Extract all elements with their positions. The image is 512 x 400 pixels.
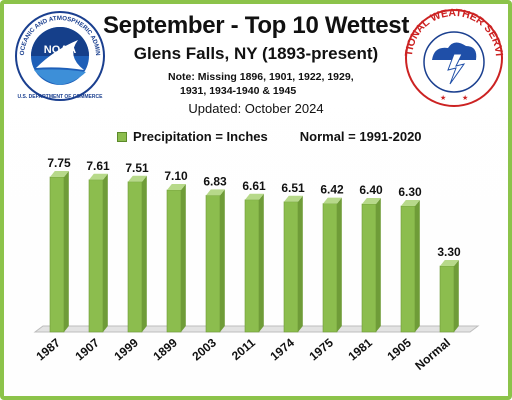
note-line-1: Note: Missing 1896, 1901, 1922, 1929, bbox=[168, 71, 354, 83]
bar-2011 bbox=[244, 193, 264, 333]
value-label-1899: 7.10 bbox=[164, 169, 188, 183]
svg-text:★: ★ bbox=[440, 94, 446, 102]
updated-date: Updated: October 2024 bbox=[188, 101, 324, 116]
bar-1905 bbox=[400, 200, 420, 333]
chart-title: September - Top 10 Wettest bbox=[102, 12, 410, 39]
legend-swatch bbox=[117, 131, 127, 142]
tick-label-2011: 2011 bbox=[229, 335, 258, 363]
legend-normal: Normal = 1991-2020 bbox=[299, 129, 422, 144]
bar-1907 bbox=[88, 173, 108, 333]
tick-label-1999: 1999 bbox=[111, 335, 141, 363]
note-line-2: 1931, 1934-1940 & 1945 bbox=[180, 85, 297, 97]
value-label-1987: 7.75 bbox=[47, 156, 71, 170]
noaa-logo: NATIONAL OCEANIC AND ATMOSPHERIC ADMINIS… bbox=[14, 10, 105, 101]
tick-label-1907: 1907 bbox=[72, 335, 102, 363]
bar-1981 bbox=[361, 198, 381, 333]
bar-1975 bbox=[322, 197, 342, 333]
tick-label-1899: 1899 bbox=[150, 335, 180, 363]
bar-1974 bbox=[283, 195, 303, 333]
chart-note: Note: Missing 1896, 1901, 1922, 1929, 19… bbox=[168, 70, 354, 98]
svg-text:U.S. DEPARTMENT OF COMMERCE: U.S. DEPARTMENT OF COMMERCE bbox=[18, 94, 104, 100]
value-label-1905: 6.30 bbox=[398, 185, 422, 199]
svg-text:NOAA: NOAA bbox=[44, 44, 76, 56]
value-label-1974: 6.51 bbox=[281, 181, 305, 195]
value-label-1975: 6.42 bbox=[320, 183, 344, 197]
legend-precipitation: Precipitation = Inches bbox=[133, 129, 268, 144]
value-label-2003: 6.83 bbox=[203, 174, 227, 188]
nws-logo: NATIONAL WEATHER SERVICE ★ ★ bbox=[404, 8, 504, 107]
svg-text:★: ★ bbox=[462, 94, 468, 102]
value-label-Normal: 3.30 bbox=[437, 245, 461, 259]
value-label-1981: 6.40 bbox=[359, 183, 383, 197]
tick-label-1975: 1975 bbox=[306, 335, 336, 363]
bar-Normal bbox=[439, 260, 459, 333]
bar-1899 bbox=[166, 184, 186, 333]
chart-legend: Precipitation = Inches Normal = 1991-202… bbox=[117, 129, 422, 144]
tick-label-1981: 1981 bbox=[345, 335, 375, 363]
value-label-1907: 7.61 bbox=[86, 159, 110, 173]
tick-label-1905: 1905 bbox=[384, 335, 414, 363]
tick-label-Normal: Normal bbox=[412, 336, 453, 373]
value-label-1999: 7.51 bbox=[125, 161, 149, 175]
bar-1999 bbox=[127, 175, 147, 333]
tick-label-1974: 1974 bbox=[267, 335, 297, 363]
bar-2003 bbox=[205, 189, 225, 333]
tick-label-1987: 1987 bbox=[33, 335, 63, 363]
value-label-2011: 6.61 bbox=[242, 179, 266, 193]
bar-1987 bbox=[49, 171, 69, 333]
chart-subtitle: Glens Falls, NY (1893-present) bbox=[133, 44, 379, 63]
tick-label-2003: 2003 bbox=[189, 335, 219, 363]
